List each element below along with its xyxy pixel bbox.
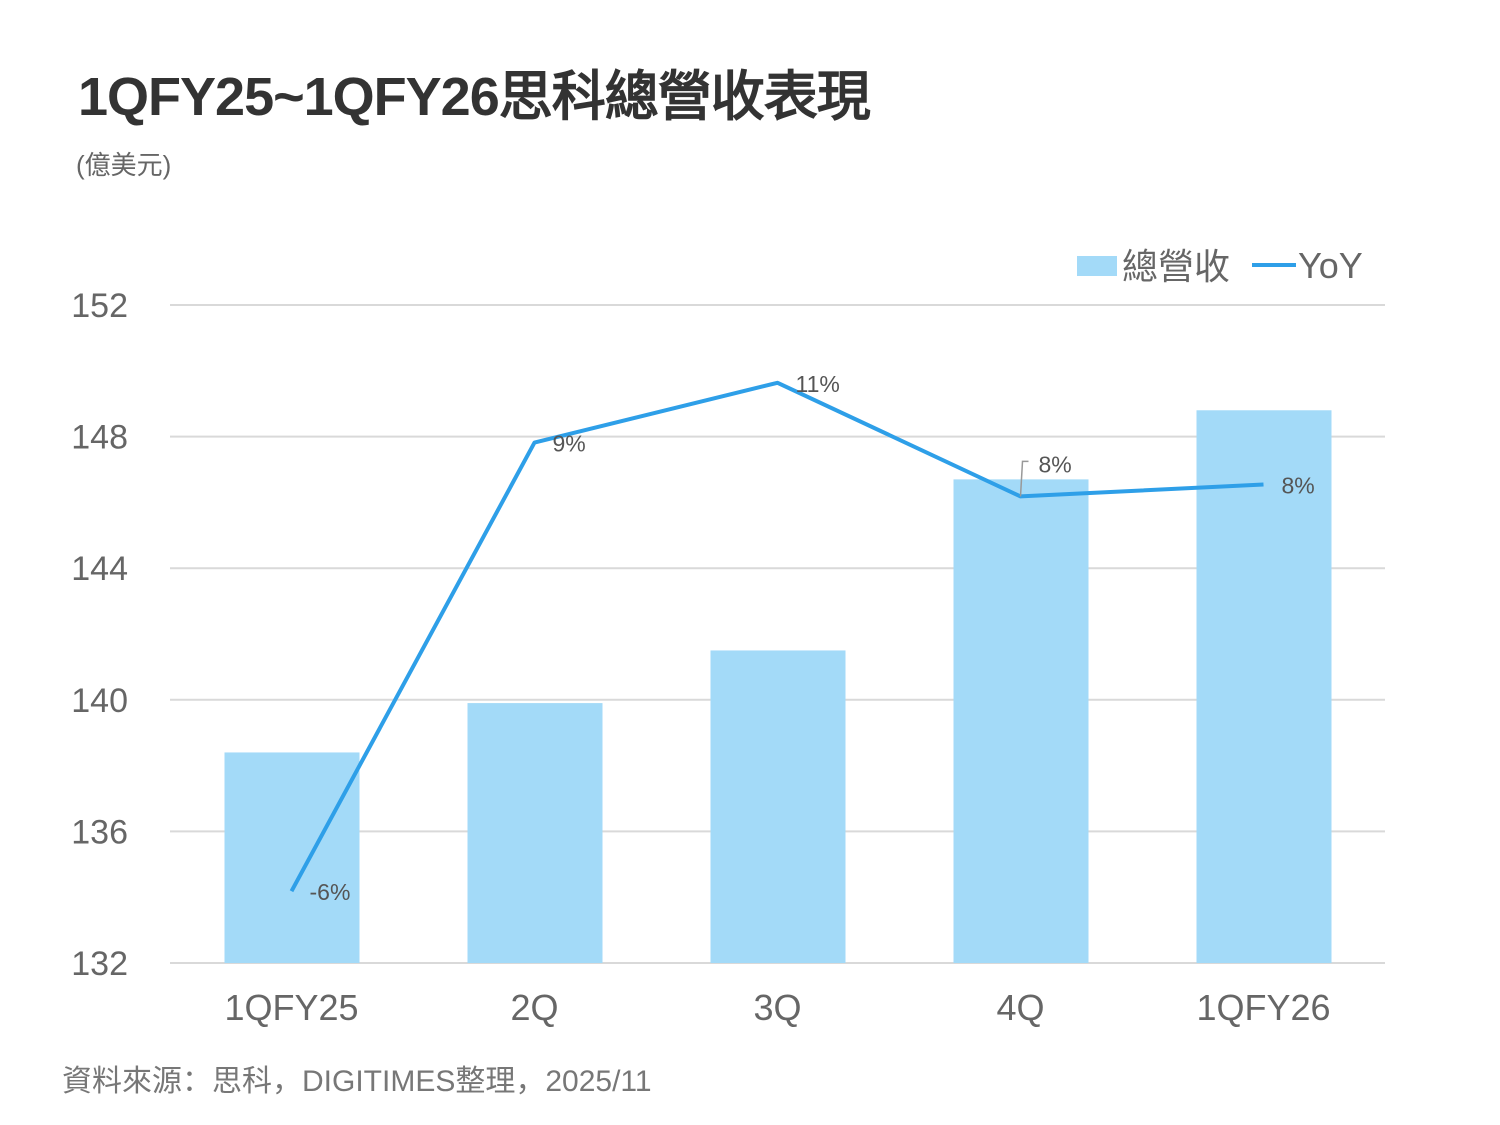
x-tick-label: 1QFY25 xyxy=(224,987,358,1028)
legend-swatch-revenue xyxy=(1077,256,1117,276)
x-tick-label: 3Q xyxy=(753,987,801,1028)
source-note: 資料來源：思科，DIGITIMES整理，2025/11 xyxy=(62,1065,652,1098)
bar-1QFY26 xyxy=(1196,410,1332,963)
y-tick-label: 144 xyxy=(71,550,128,588)
chart-title: 1QFY25~1QFY26思科總營收表現 xyxy=(78,67,871,127)
yoy-data-label: -6% xyxy=(310,879,351,905)
yoy-data-label: 11% xyxy=(796,371,840,397)
yoy-data-label: 9% xyxy=(553,431,586,457)
y-tick-label: 140 xyxy=(71,682,128,720)
y-tick-label: 148 xyxy=(71,419,128,457)
bar-1QFY25 xyxy=(224,752,360,963)
yoy-line xyxy=(289,380,1264,893)
x-tick-label: 2Q xyxy=(510,987,558,1028)
x-tick-label: 4Q xyxy=(996,987,1044,1028)
x-tick-label: 1QFY26 xyxy=(1196,987,1330,1028)
bar-2Q xyxy=(467,703,603,963)
unit-label: (億美元) xyxy=(76,150,172,180)
legend-label-yoy: YoY xyxy=(1298,245,1363,286)
leader-line xyxy=(1019,460,1029,497)
yoy-data-label: 8% xyxy=(1282,472,1315,498)
y-tick-label: 136 xyxy=(71,813,128,851)
bar-4Q xyxy=(953,479,1089,963)
bar-3Q xyxy=(710,650,846,963)
y-tick-label: 132 xyxy=(71,945,128,983)
yoy-data-label: 8% xyxy=(1039,451,1072,477)
y-tick-label: 152 xyxy=(71,287,128,325)
legend-label-revenue: 總營收 xyxy=(1122,246,1230,287)
